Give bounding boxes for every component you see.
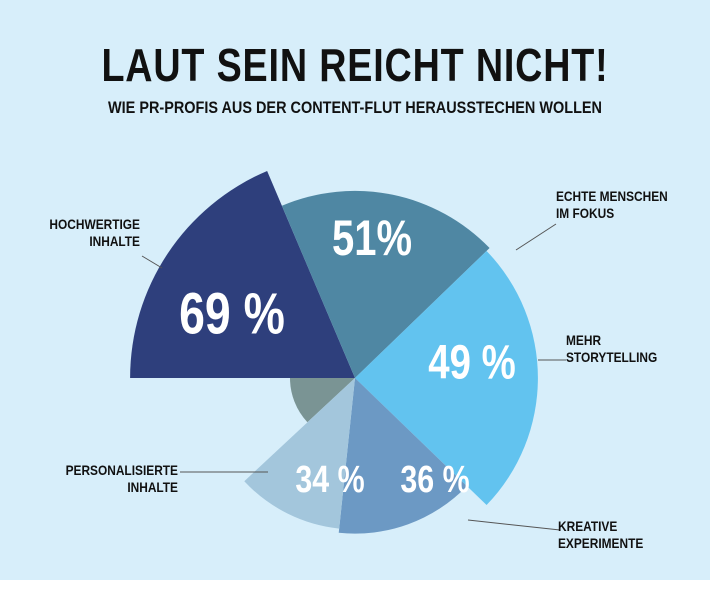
leader-line [141, 255, 163, 269]
category-label: ECHTE MENSCHEN IM FOKUS [556, 188, 668, 221]
value-label: 51% [332, 210, 412, 266]
chart-title: LAUT SEIN REICHT NICHT! [101, 39, 609, 91]
sector [130, 170, 355, 378]
value-label: 34 % [295, 459, 364, 501]
value-labels: 69 % 51% 49 % 36 % 34 % [179, 210, 516, 501]
category-label: PERSONALISIERTE INHALTE [65, 462, 178, 495]
leader-line [515, 223, 557, 251]
category-label: KREATIVE EXPERIMENTE [558, 518, 644, 551]
value-label: 49 % [428, 337, 516, 390]
footer-strip [0, 580, 710, 600]
category-label: MEHR STORYTELLING [566, 332, 658, 365]
value-label: 36 % [400, 459, 469, 501]
sector [281, 190, 490, 378]
decor-sector [290, 378, 355, 423]
sector [355, 250, 538, 506]
chart-subtitle: WIE PR-PROFIS AUS DER CONTENT-FLUT HERAU… [108, 98, 602, 117]
sector [338, 378, 467, 534]
value-label: 69 % [179, 281, 285, 346]
leader-line [467, 519, 561, 531]
leader-lines [141, 223, 566, 531]
sector [244, 378, 355, 529]
category-label: HOCHWERTIGE INHALTE [49, 216, 140, 249]
